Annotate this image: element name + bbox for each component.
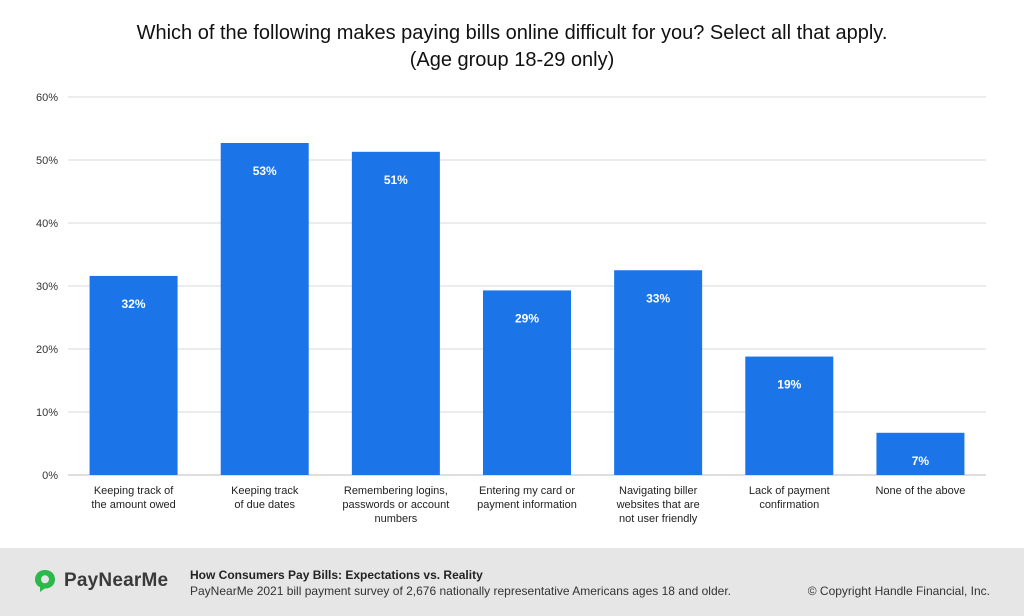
- bar: [89, 275, 178, 475]
- y-tick-label: 60%: [36, 92, 58, 104]
- x-tick-label-line: websites that are: [616, 499, 700, 511]
- y-tick-label: 30%: [36, 281, 58, 293]
- chart-title-line-2: (Age group 18-29 only): [409, 49, 615, 71]
- bar: [745, 356, 834, 475]
- x-tick-label-line: not user friendly: [619, 513, 698, 525]
- y-tick-label: 0%: [42, 470, 58, 482]
- x-tick-label: Navigating biller websites that are not us…: [616, 485, 700, 525]
- x-tick-label: Keeping track of the amount owed: [91, 485, 175, 511]
- x-tick-label-line: None of the above: [875, 485, 965, 497]
- data-label: 7%: [912, 454, 930, 468]
- x-tick-label-line: Keeping track of: [94, 485, 174, 497]
- data-label: 33%: [646, 291, 670, 305]
- data-label: 53%: [253, 164, 277, 178]
- paynearme-logo-icon: [35, 570, 55, 592]
- y-tick-label: 40%: [36, 218, 58, 230]
- x-tick-label-line: Navigating biller: [619, 485, 698, 497]
- x-tick-label-line: numbers: [374, 513, 417, 525]
- data-label: 32%: [122, 297, 146, 311]
- x-tick-label-line: payment information: [477, 499, 577, 511]
- x-tick-label-line: passwords or account: [342, 499, 449, 511]
- x-tick-label-line: confirmation: [759, 499, 819, 511]
- brand-name: PayNearMe: [64, 570, 169, 591]
- x-tick-label: None of the above: [875, 485, 965, 497]
- x-tick-label-line: Keeping track: [231, 485, 299, 497]
- x-tick-label-line: of due dates: [234, 499, 295, 511]
- x-tick-label: Keeping track of due dates: [231, 485, 299, 511]
- paynearme-logo: PayNearMe: [34, 568, 168, 594]
- y-tick-label: 50%: [36, 155, 58, 167]
- bar: [351, 151, 440, 475]
- bar-chart: 0% 10% 20% 30% 40% 50% 60% 32% Keeping track of t…: [36, 92, 986, 525]
- source-text: PayNearMe 2021 bill payment survey of 2,…: [190, 584, 731, 598]
- x-tick-label-line: Entering my card or: [479, 485, 575, 497]
- chart-title-line-1: Which of the following makes paying bill…: [136, 22, 888, 44]
- x-tick-label: Entering my card or payment information: [477, 485, 577, 511]
- y-tick-label: 20%: [36, 344, 58, 356]
- copyright: © Copyright Handle Financial, Inc.: [807, 584, 990, 598]
- x-tick-label-line: Remembering logins,: [344, 485, 448, 497]
- bar: [483, 290, 571, 475]
- x-tick-label-line: Lack of payment: [749, 485, 830, 497]
- x-tick-label: Remembering logins, passwords or account n…: [342, 485, 449, 525]
- footer: PayNearMe How Consumers Pay Bills: Expec…: [0, 548, 1024, 616]
- data-label: 29%: [515, 311, 539, 325]
- y-tick-label: 10%: [36, 407, 58, 419]
- bar: [614, 270, 703, 475]
- chart-title: Which of the following makes paying bill…: [0, 20, 1024, 74]
- source-title: How Consumers Pay Bills: Expectations vs…: [190, 568, 483, 582]
- bar: [876, 432, 965, 475]
- bar: [220, 142, 309, 476]
- data-label: 51%: [384, 173, 408, 187]
- x-tick-label: Lack of payment confirmation: [749, 485, 830, 511]
- x-tick-label-line: the amount owed: [91, 499, 175, 511]
- data-label: 19%: [777, 378, 801, 392]
